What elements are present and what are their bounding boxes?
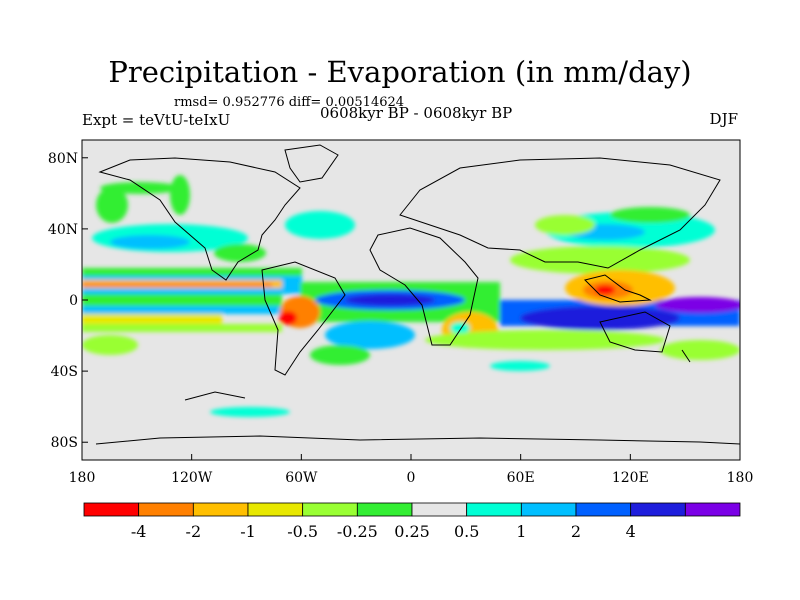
colorbar-label: -2 — [186, 522, 202, 541]
colorbar-swatch — [575, 502, 632, 517]
colorbar-swatch — [83, 502, 140, 517]
lat-tick-label: 40S — [51, 364, 78, 380]
rmsd-diff-stats: rmsd= 0.952776 diff= 0.00514624 — [174, 95, 405, 110]
season-label: DJF — [709, 110, 738, 128]
pme-field — [82, 175, 740, 417]
colorbar-swatch — [520, 502, 577, 517]
coastlines — [95, 144, 740, 445]
colorbar-label: -4 — [131, 522, 147, 541]
lon-tick-label: 120E — [612, 470, 649, 486]
colorbar-label: -1 — [240, 522, 256, 541]
experiment-label: Expt = teVtU-teIxU — [82, 111, 231, 129]
colorbar-label: 2 — [571, 522, 581, 541]
lat-tick-label: 40N — [48, 222, 78, 238]
colorbar-swatch — [302, 502, 358, 517]
lat-tick-label: 80N — [48, 151, 78, 167]
colorbar-swatch — [466, 502, 522, 517]
lat-tick-label: 0 — [69, 293, 78, 309]
lon-tick-label: 180 — [69, 470, 96, 486]
plot-title: Precipitation - Evaporation (in mm/day) — [108, 55, 692, 89]
colorbar-swatch — [630, 502, 686, 517]
lon-tick-label: 0 — [407, 470, 416, 486]
longitude-axis: 180 120W 60W 0 60E 120E 180 — [69, 454, 754, 486]
colorbar-label: 4 — [626, 522, 636, 541]
colorbar-labels: -4 -2 -1 -0.5 -0.25 0.25 0.5 1 2 4 — [131, 522, 636, 541]
colorbar-label: -0.25 — [337, 522, 378, 541]
lon-tick-label: 180 — [727, 470, 754, 486]
colorbar-label: 1 — [516, 522, 526, 541]
colorbar — [83, 502, 741, 517]
latitude-axis: 80N 40N 0 40S 80S — [48, 151, 88, 451]
lon-tick-label: 60W — [285, 470, 318, 486]
colorbar-swatch — [192, 502, 249, 517]
colorbar-swatch — [356, 502, 413, 517]
lon-tick-label: 60E — [507, 470, 535, 486]
lat-tick-label: 80S — [51, 435, 78, 451]
colorbar-swatch — [138, 502, 194, 517]
colorbar-swatch — [684, 502, 741, 517]
period-label: 0608kyr BP - 0608kyr BP — [320, 104, 513, 122]
colorbar-swatch — [411, 502, 468, 517]
colorbar-label: 0.5 — [454, 522, 479, 541]
lon-tick-label: 120W — [171, 470, 213, 486]
colorbar-swatch — [247, 502, 304, 517]
colorbar-label: -0.5 — [287, 522, 318, 541]
colorbar-label: 0.25 — [394, 522, 430, 541]
